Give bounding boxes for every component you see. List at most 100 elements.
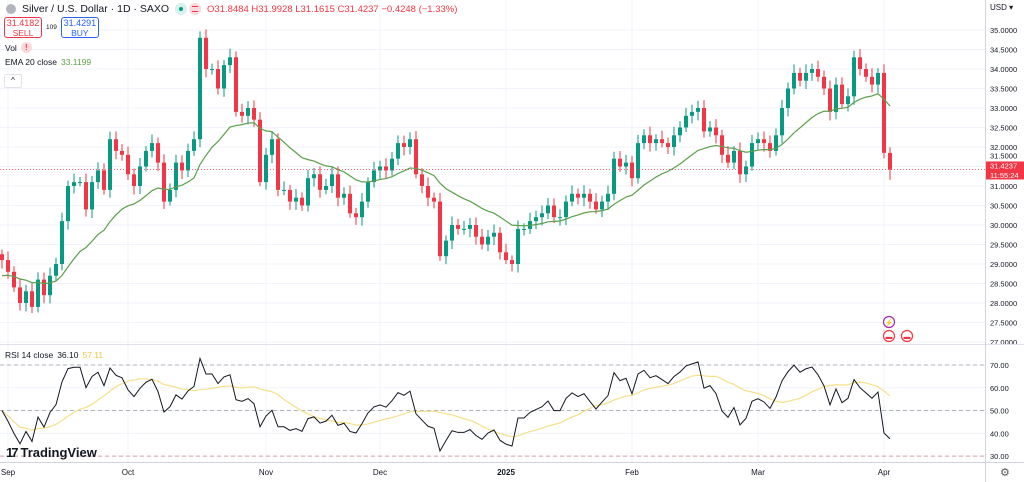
candle-body: [810, 69, 814, 73]
buy-button[interactable]: 31.4291 BUY: [60, 17, 99, 38]
candle-body: [78, 182, 82, 184]
candle-body: [864, 69, 868, 77]
price-tick-label: 31.0000: [990, 182, 1017, 191]
candle-body: [720, 135, 724, 155]
candle-body: [126, 154, 130, 175]
candle-body: [654, 139, 658, 144]
rsi-legend[interactable]: RSI 14 close 36.10 57.11: [5, 350, 103, 360]
candle-body: [72, 182, 76, 186]
candle-body: [516, 228, 520, 264]
candle-body: [96, 170, 100, 183]
candle-body: [762, 139, 766, 144]
sell-button[interactable]: 31.4182 SELL: [4, 17, 42, 38]
time-tick-label: Dec: [373, 468, 387, 477]
candle-body: [780, 108, 784, 136]
candle-body: [834, 84, 838, 112]
currency-dropdown[interactable]: USD ▾: [990, 3, 1014, 12]
us-economic-event-icon[interactable]: [882, 329, 896, 343]
candle-body: [756, 139, 760, 144]
us-economic-event-icon[interactable]: [900, 329, 914, 343]
current-price-label: 31.4237: [990, 161, 1017, 170]
candle-body: [138, 166, 142, 186]
candle-body: [174, 162, 178, 190]
rsi-tick-label: 30.00: [990, 452, 1009, 461]
candle-body: [18, 287, 22, 303]
tradingview-logo-icon: 17: [6, 445, 19, 460]
candle-body: [210, 69, 214, 70]
candle-body: [546, 205, 550, 214]
candle-body: [480, 236, 484, 245]
candle-body: [6, 260, 10, 272]
symbol-icon: [6, 4, 16, 14]
candle-body: [0, 254, 4, 261]
candle-body: [240, 111, 244, 116]
candle-body: [186, 150, 190, 171]
price-tick-label: 29.0000: [990, 260, 1017, 269]
tradingview-logo[interactable]: 17 TradingView: [6, 445, 97, 460]
candle-body: [288, 189, 292, 202]
candle-body: [750, 143, 754, 167]
candle-body: [744, 166, 748, 175]
candle-body: [54, 264, 58, 276]
countdown-label: 11:55:24: [990, 171, 1019, 180]
collapse-legend-button[interactable]: ^: [4, 74, 22, 88]
candle-body: [408, 139, 412, 147]
candle-body: [264, 154, 268, 183]
candle-body: [342, 193, 346, 198]
candle-body: [330, 174, 334, 186]
tradingview-logo-text: TradingView: [20, 445, 97, 460]
ema-legend[interactable]: EMA 20 close 33.1199: [5, 57, 91, 67]
candle-body: [168, 189, 172, 202]
symbol-header: Silver / U.S. Dollar · 1D · SAXO O31.848…: [6, 3, 457, 15]
candle-body: [504, 252, 508, 261]
price-tick-label: 30.0000: [990, 221, 1017, 230]
rsi-tick-label: 40.00: [990, 429, 1009, 438]
candle-body: [228, 57, 232, 66]
candle-body: [510, 260, 514, 264]
candle-body: [348, 193, 352, 214]
market-open-icon[interactable]: [175, 3, 188, 15]
warning-icon[interactable]: !: [20, 42, 32, 53]
candle-body: [222, 65, 226, 89]
price-tick-label: 31.5000: [990, 151, 1017, 160]
candle-body: [312, 174, 316, 179]
candle-body: [732, 150, 736, 163]
candle-body: [84, 182, 88, 210]
news-flash-icon-glyph: ⚡: [885, 318, 894, 327]
candle-body: [492, 232, 496, 237]
candle-body: [198, 37, 202, 140]
price-tick-label: 34.0000: [990, 65, 1017, 74]
candle-body: [12, 271, 16, 288]
candle-body: [426, 186, 430, 198]
candle-body: [888, 152, 892, 170]
candle-body: [414, 139, 418, 175]
candle-body: [42, 279, 46, 296]
news-flash-icon[interactable]: [882, 315, 896, 329]
candle-body: [60, 221, 64, 264]
candle-body: [120, 150, 124, 155]
rsi-label: RSI 14 close: [5, 350, 54, 360]
candle-body: [792, 72, 796, 89]
candle-body: [396, 143, 400, 159]
candle-body: [378, 166, 382, 171]
candle-body: [258, 119, 262, 183]
sell-price: 31.4182: [6, 18, 40, 28]
candle-body: [432, 197, 436, 202]
price-tick-label: 27.5000: [990, 319, 1017, 328]
vol-legend[interactable]: Vol !: [5, 42, 32, 53]
price-tick-label: 35.0000: [990, 26, 1017, 35]
candle-body: [438, 201, 442, 257]
settings-gear-icon[interactable]: ⚙: [1000, 467, 1010, 479]
data-status-icon[interactable]: [189, 3, 202, 15]
candle-body: [468, 225, 472, 229]
ohlc-values: O31.8484 H31.9928 L31.1615 C31.4237 −0.4…: [207, 3, 458, 15]
trade-panel: 31.4182 SELL 109 31.4291 BUY: [4, 17, 99, 38]
candle-body: [486, 236, 490, 245]
candle-body: [714, 127, 718, 136]
candle-body: [360, 201, 364, 218]
candle-body: [204, 37, 208, 69]
symbol-title[interactable]: Silver / U.S. Dollar · 1D · SAXO: [22, 3, 170, 15]
us-economic-event-icon-glyph: ▬: [886, 334, 893, 341]
candle-body: [882, 72, 886, 153]
